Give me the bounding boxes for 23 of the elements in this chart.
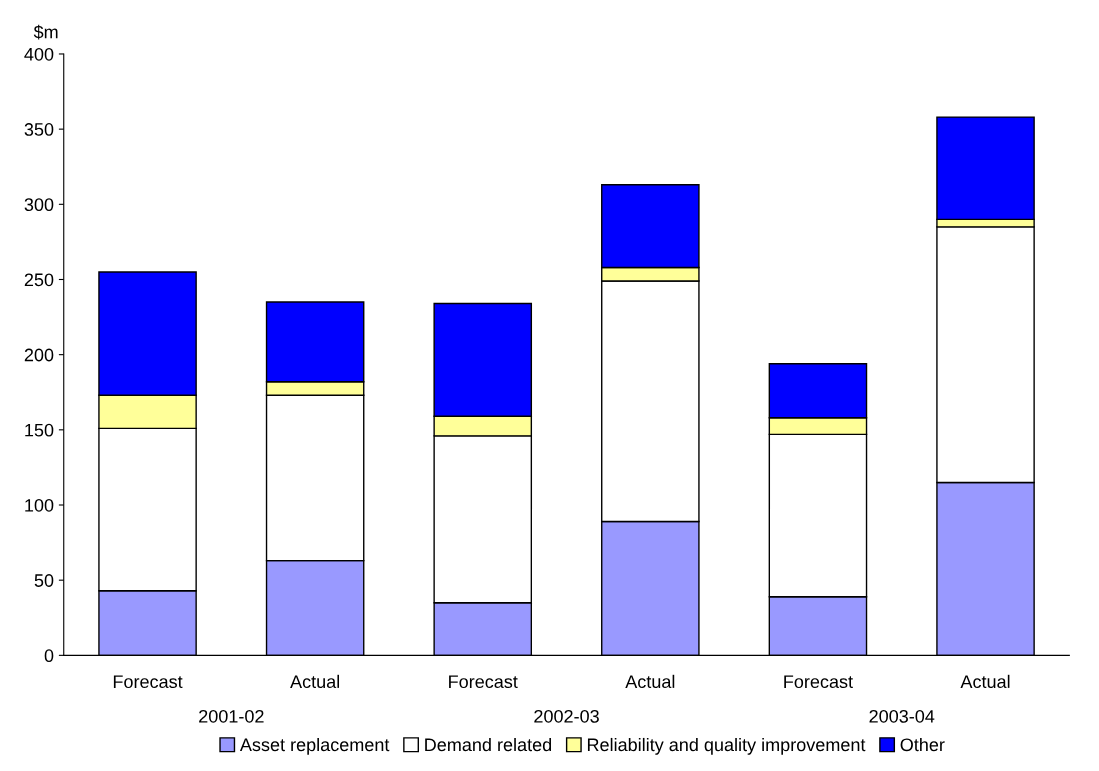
legend-label: Other — [900, 737, 945, 752]
legend-label: Reliability and quality improvement — [587, 737, 866, 755]
y-tick-label: 0 — [44, 649, 54, 663]
x-tick-label: Actual — [625, 674, 675, 689]
y-tick-label: 400 — [24, 47, 54, 61]
y-tick-label: 250 — [24, 273, 54, 287]
text: 2002-03 — [534, 709, 599, 723]
x-tick-label: Actual — [960, 674, 1010, 689]
legend-label: Asset replacement — [239, 737, 390, 755]
y-tick-label: 200 — [24, 348, 54, 362]
x-tick-label: Forecast — [449, 675, 518, 689]
y-tick-label: 100 — [25, 498, 54, 512]
y-tick-label: 50 — [34, 574, 54, 587]
y-axis-title: $m — [33, 24, 58, 40]
x-tick-label: Forecast — [784, 675, 853, 689]
y-tick-label: 150 — [25, 423, 54, 437]
y-tick-label: 350 — [24, 123, 54, 136]
legend-label: Demand related — [425, 737, 552, 752]
text: 2001-02 — [199, 709, 264, 723]
x-tick-label: Forecast — [113, 675, 183, 689]
x-tick-label: Actual — [290, 674, 340, 689]
text: 2003-04 — [869, 709, 935, 723]
y-tick-label: 300 — [24, 198, 54, 212]
